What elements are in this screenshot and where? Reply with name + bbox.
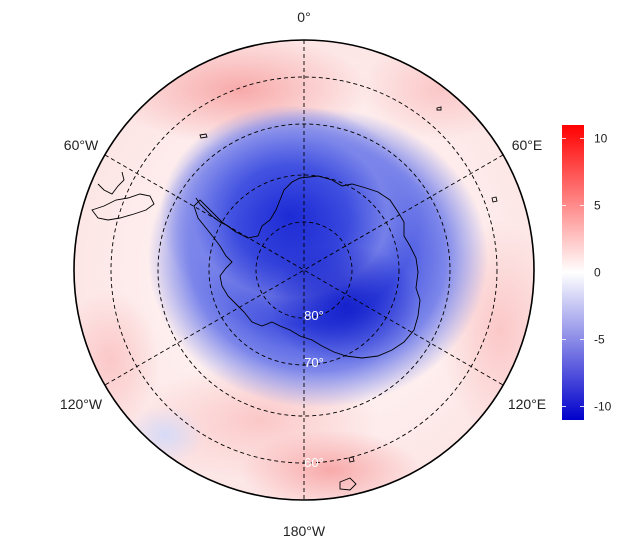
anomaly-field [74, 40, 534, 500]
colorbar-tick-label: 10 [594, 131, 608, 145]
lon-label-60w: 60°W [64, 137, 99, 153]
lat-label-80: 80° [304, 308, 324, 323]
island-d [436, 106, 442, 111]
colorbar-tick-label: -5 [594, 333, 605, 347]
island-c [491, 196, 498, 203]
lat-label-60: 60° [304, 455, 324, 470]
south-america-tip [91, 193, 155, 221]
colorbar: 10 5 0 -5 -10 [562, 125, 612, 420]
lon-label-0: 0° [297, 9, 310, 25]
colorbar-ticks: 10 5 0 -5 -10 [562, 131, 612, 414]
lat-label-70: 70° [304, 355, 324, 370]
map-border [73, 39, 535, 501]
island-b [339, 477, 357, 491]
south-america-coast [97, 171, 125, 195]
colorbar-tick-label: -10 [594, 400, 612, 414]
colorbar-tick-label: 0 [594, 266, 601, 280]
lon-label-60e: 60°E [512, 137, 543, 153]
island-a [199, 133, 208, 139]
lon-label-120w: 120°W [60, 396, 103, 412]
colorbar-tick-label: 5 [594, 198, 601, 212]
graticule [104, 40, 504, 500]
colorbar-bar [562, 125, 584, 420]
lon-label-120e: 120°E [508, 396, 546, 412]
lon-label-180: 180°W [283, 523, 326, 539]
